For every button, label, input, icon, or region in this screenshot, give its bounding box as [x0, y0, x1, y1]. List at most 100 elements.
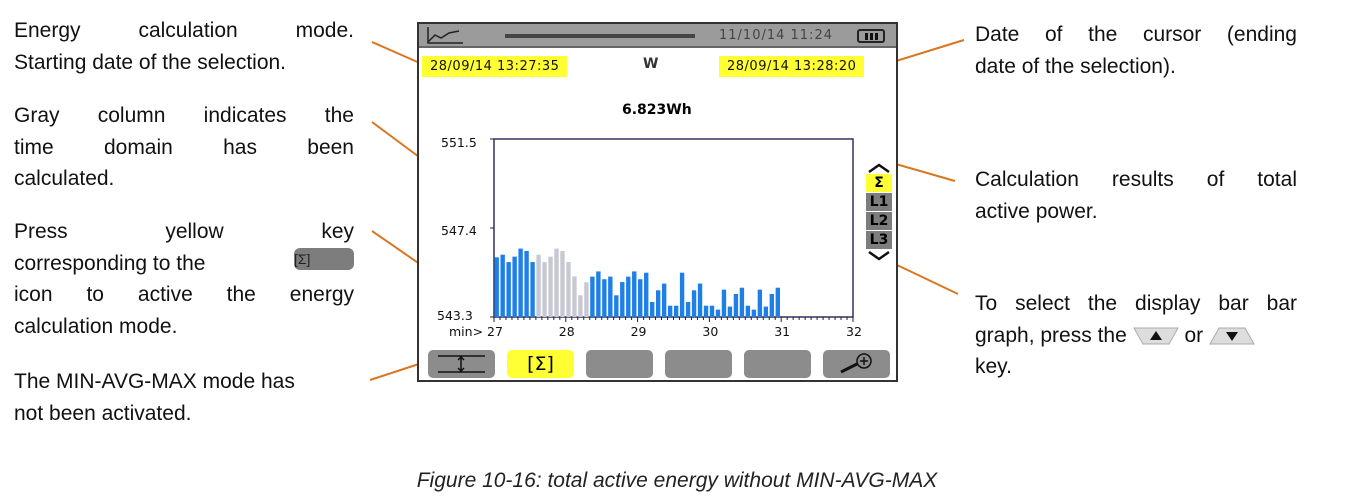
bar — [751, 309, 757, 317]
bar — [596, 271, 601, 317]
device-screen: 11/10/14 11:24 28/09/14 13:27:35 W 28/09… — [417, 22, 898, 382]
bar — [775, 287, 780, 317]
note-line: Date of the cursor (ending — [975, 23, 1297, 46]
note-line: Calculation results of total — [975, 168, 1297, 191]
bar — [721, 289, 727, 317]
bar — [614, 295, 619, 317]
bar — [620, 282, 625, 317]
bar — [697, 283, 703, 317]
bar — [667, 305, 673, 317]
bar — [602, 279, 607, 317]
bar — [679, 272, 685, 317]
min-avg-max-button[interactable] — [428, 350, 495, 378]
bar — [512, 256, 517, 317]
bar-calculated — [536, 254, 541, 317]
zoom-in-icon — [840, 353, 872, 374]
x-tick-label: 27 — [487, 324, 503, 339]
bar — [685, 302, 691, 317]
y-tick-label: 543.3 — [437, 308, 473, 323]
energy-result: 6.823Wh — [622, 102, 692, 118]
min-avg-max-icon — [438, 355, 485, 373]
x-tick-label: 32 — [846, 324, 862, 339]
function-key-5[interactable] — [744, 350, 811, 378]
bar — [661, 283, 667, 317]
leader-energy-mode — [371, 41, 423, 65]
note-line: date of the selection). — [975, 54, 1176, 78]
channel-sigma[interactable]: Σ — [866, 174, 892, 192]
chevron-up-icon[interactable] — [867, 162, 891, 174]
channel-l3[interactable]: L3 — [866, 231, 892, 249]
note-line: Energy calculation mode. — [14, 19, 354, 42]
channel-l1[interactable]: L1 — [866, 193, 892, 211]
bar — [518, 248, 523, 317]
note-min-avg-max: The MIN-AVG-MAX mode has not been activa… — [14, 366, 354, 429]
bar — [590, 276, 595, 317]
note-press-key: Press yellow key corresponding to the [Σ]… — [14, 216, 354, 342]
note-line: active power. — [975, 199, 1098, 223]
end-date: 28/09/14 13:28:20 — [719, 56, 865, 77]
x-tick-label: 28 — [558, 324, 575, 339]
clock: 11/10/14 11:24 — [719, 28, 833, 43]
note-line: calculated. — [14, 167, 115, 190]
down-arrow-key-icon — [1209, 327, 1255, 345]
note-text: or — [1184, 323, 1204, 347]
y-tick-label: 547.4 — [441, 223, 477, 238]
x-axis-prefix: min> — [449, 324, 484, 339]
figure-caption: Figure 10-16: total active energy withou… — [416, 469, 938, 492]
bar — [763, 306, 769, 317]
status-bar: 11/10/14 11:24 — [419, 24, 896, 48]
bar — [608, 276, 613, 317]
trend-mode-icon — [427, 27, 463, 44]
bar-calculated — [560, 251, 565, 317]
sigma-key-icon: [Σ] — [294, 247, 354, 270]
note-line: icon to active the energy — [14, 283, 354, 306]
bar-calculated — [566, 262, 571, 317]
function-key-3[interactable] — [586, 350, 653, 378]
bar-calculated — [578, 295, 583, 317]
note-text: graph, press the — [975, 323, 1127, 347]
note-energy-mode: Energy calculation mode. Starting date o… — [14, 15, 354, 78]
bar-chart — [490, 138, 854, 322]
bar — [655, 290, 661, 317]
unit-label: W — [643, 56, 659, 72]
bar-calculated — [584, 282, 589, 317]
y-tick-label: 551.5 — [441, 135, 477, 150]
memory-bar — [505, 34, 695, 38]
battery-icon — [857, 29, 885, 43]
bar — [626, 276, 631, 317]
note-line: time domain has been — [14, 135, 354, 159]
note-line: The MIN-AVG-MAX mode has — [14, 370, 295, 393]
note-line: Gray column indicates the — [14, 104, 354, 127]
plot-frame — [493, 138, 854, 318]
bar — [530, 262, 535, 317]
energy-mode-button[interactable]: [Σ] — [507, 350, 574, 378]
bar — [757, 289, 763, 317]
bar — [769, 293, 775, 317]
bar — [745, 305, 751, 317]
bar — [638, 279, 643, 317]
channel-l2[interactable]: L2 — [866, 212, 892, 230]
bar — [650, 302, 655, 317]
zoom-in-button[interactable] — [823, 350, 890, 378]
function-key-4[interactable] — [665, 350, 732, 378]
note-results: Calculation results of total active powe… — [975, 164, 1297, 227]
bar — [715, 309, 721, 317]
note-line: Press yellow key — [14, 220, 354, 243]
note-line: To select the display bar bar — [975, 292, 1297, 315]
x-tick-label: 30 — [702, 324, 719, 339]
bar-calculated — [554, 248, 559, 317]
chevron-down-icon[interactable] — [867, 250, 891, 262]
bar — [500, 254, 505, 317]
bar-calculated — [572, 276, 577, 317]
bar — [524, 251, 529, 317]
bar — [691, 290, 697, 317]
x-tick-label: 31 — [774, 324, 791, 339]
note-cursor-date: Date of the cursor (ending date of the s… — [975, 19, 1297, 82]
note-text: corresponding to the — [14, 251, 206, 275]
note-gray-column: Gray column indicates the time domain ha… — [14, 100, 354, 195]
bar — [673, 305, 679, 317]
bar — [739, 287, 745, 317]
bar — [506, 262, 511, 317]
note-select-bar: To select the display bar bar graph, pre… — [975, 288, 1297, 383]
bar — [632, 271, 637, 317]
